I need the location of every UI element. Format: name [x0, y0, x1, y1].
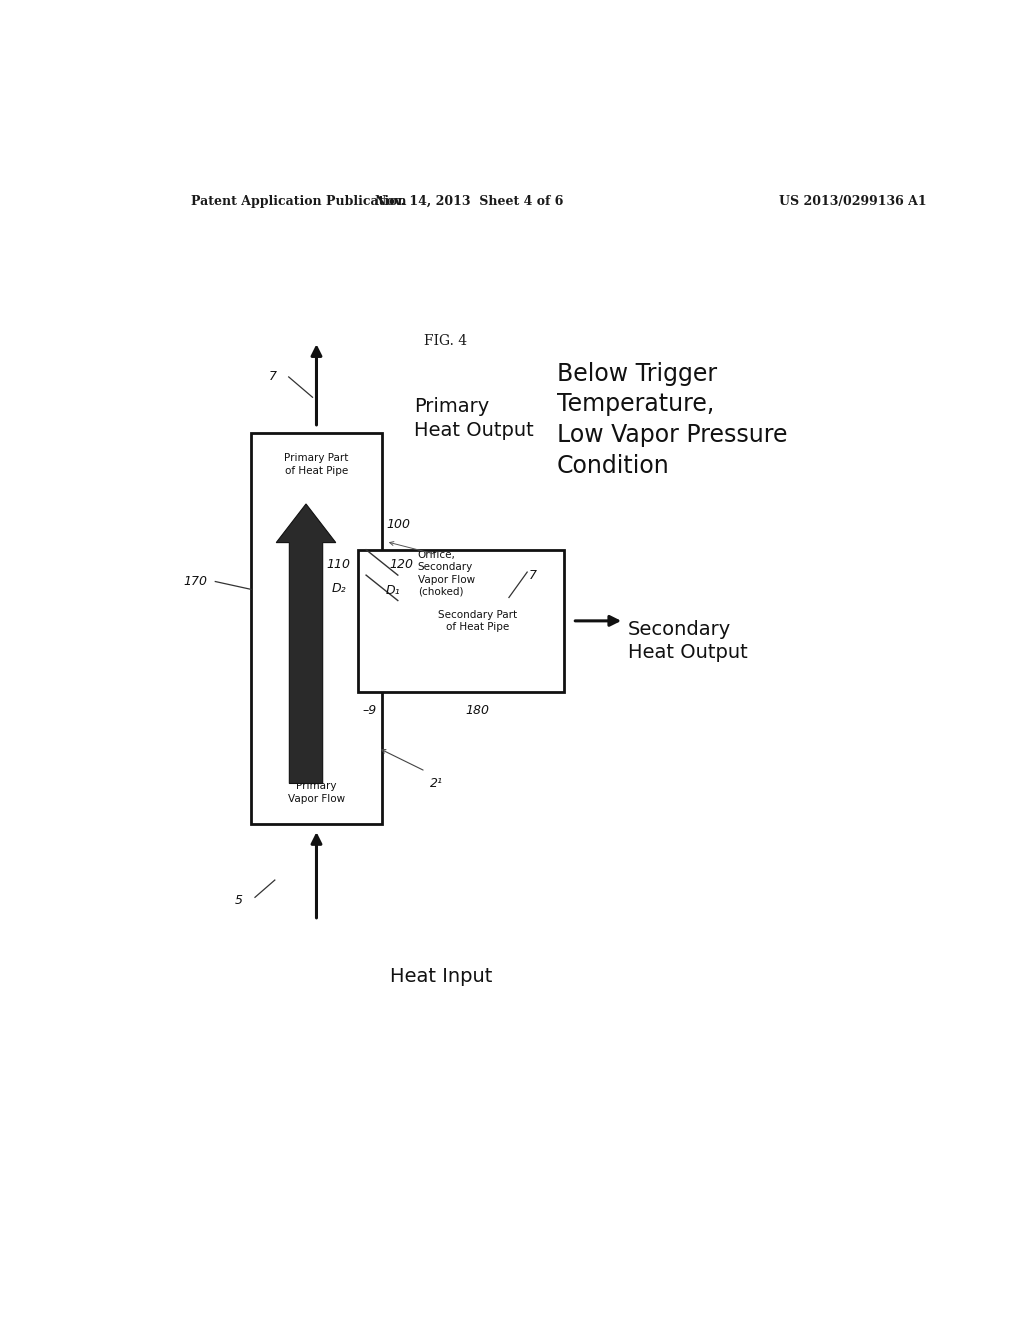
Text: 180: 180: [466, 704, 489, 717]
Text: Primary
Vapor Flow: Primary Vapor Flow: [288, 781, 345, 804]
Text: US 2013/0299136 A1: US 2013/0299136 A1: [778, 194, 927, 207]
Text: Heat Input: Heat Input: [390, 968, 493, 986]
Text: –9: –9: [362, 704, 377, 717]
Text: Secondary
Heat Output: Secondary Heat Output: [628, 620, 748, 663]
Text: Primary
Heat Output: Primary Heat Output: [414, 397, 534, 440]
Polygon shape: [276, 504, 336, 784]
Text: Orifice,
Secondary
Vapor Flow
(choked): Orifice, Secondary Vapor Flow (choked): [418, 549, 475, 597]
Bar: [251, 433, 382, 824]
Text: D₁: D₁: [386, 583, 400, 597]
Text: FIG. 4: FIG. 4: [424, 334, 467, 348]
Text: 7: 7: [269, 371, 276, 383]
Text: 5: 5: [236, 894, 243, 907]
Text: 170: 170: [183, 576, 208, 587]
Text: D₂: D₂: [332, 582, 346, 595]
Text: 2¹: 2¹: [430, 777, 442, 789]
Text: Primary Part
of Heat Pipe: Primary Part of Heat Pipe: [285, 453, 348, 475]
Text: Patent Application Publication: Patent Application Publication: [191, 194, 407, 207]
Text: 120: 120: [390, 558, 414, 572]
Text: Below Trigger
Temperature,
Low Vapor Pressure
Condition: Below Trigger Temperature, Low Vapor Pre…: [557, 362, 787, 478]
Text: Secondary Part
of Heat Pipe: Secondary Part of Heat Pipe: [438, 610, 517, 632]
Bar: [358, 549, 564, 692]
Text: 110: 110: [327, 558, 350, 572]
Text: 100: 100: [386, 517, 410, 531]
Text: Nov. 14, 2013  Sheet 4 of 6: Nov. 14, 2013 Sheet 4 of 6: [375, 194, 563, 207]
Text: 7: 7: [528, 569, 537, 582]
